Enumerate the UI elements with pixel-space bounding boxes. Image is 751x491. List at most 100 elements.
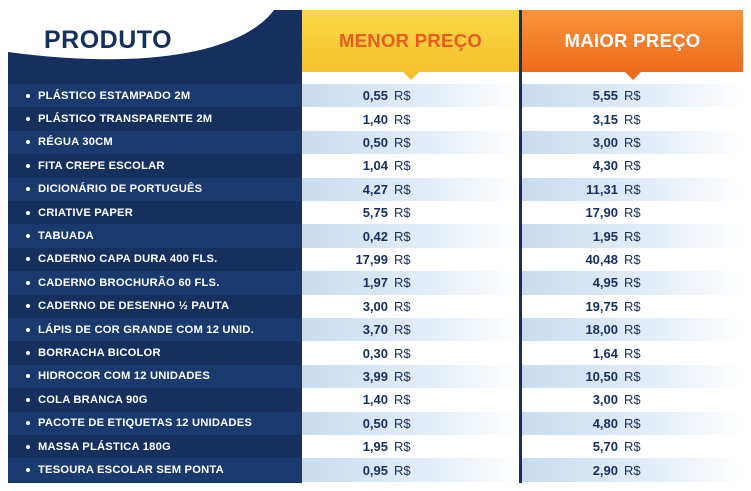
bullet-icon [26, 234, 30, 239]
menor-price-value: 3,00 [362, 298, 388, 314]
currency-label: R$ [624, 275, 641, 291]
product-row: PACOTE DE ETIQUETAS 12 UNIDADES [8, 411, 302, 435]
maior-price-value: 17,90 [585, 205, 618, 221]
currency-label: R$ [394, 111, 411, 127]
maior-price-value: 5,55 [592, 88, 618, 104]
bullet-icon [26, 327, 30, 332]
menor-price-value: 0,50 [362, 134, 388, 150]
currency-label: R$ [624, 88, 641, 104]
maior-price-value: 1,95 [592, 228, 618, 244]
menor-price-value: 0,30 [362, 345, 388, 361]
menor-price-row: 0,30 R$ [302, 341, 519, 364]
maior-price-row: 1,64 R$ [522, 341, 743, 364]
maior-price-row: 2,90 R$ [522, 458, 743, 482]
maior-price-value: 3,00 [592, 392, 618, 408]
maior-preco-header: MAIOR PREÇO [522, 10, 743, 72]
currency-label: R$ [624, 322, 641, 338]
product-row: TESOURA ESCOLAR SEM PONTA [8, 458, 302, 482]
menor-price-row: 1,95 R$ [302, 435, 519, 458]
product-row: CADERNO BROCHURÃO 60 FLS. [8, 271, 302, 295]
currency-label: R$ [394, 134, 411, 150]
currency-label: R$ [624, 181, 641, 197]
maior-price-value: 3,00 [592, 134, 618, 150]
product-row: CADERNO DE DESENHO ½ PAUTA [8, 295, 302, 318]
product-name: MASSA PLÁSTICA 180G [38, 440, 171, 453]
product-row: TABUADA [8, 224, 302, 248]
maior-price-row: 11,31 R$ [522, 177, 743, 201]
product-row: COLA BRANCA 90G [8, 388, 302, 411]
bullet-icon [26, 140, 30, 145]
maior-price-row: 40,48 R$ [522, 248, 743, 271]
bullet-icon [26, 374, 30, 379]
product-name: COLA BRANCA 90G [38, 393, 148, 406]
currency-label: R$ [394, 368, 411, 384]
product-name: PLÁSTICO TRANSPARENTE 2M [38, 113, 213, 126]
maior-price-row: 3,00 R$ [522, 388, 743, 411]
menor-price-value: 1,04 [362, 158, 388, 174]
product-name: TESOURA ESCOLAR SEM PONTA [38, 464, 224, 477]
currency-label: R$ [394, 158, 411, 174]
product-row: PLÁSTICO TRANSPARENTE 2M [8, 107, 302, 130]
product-name: CADERNO DE DESENHO ½ PAUTA [38, 300, 230, 313]
menor-price-value: 5,75 [362, 205, 388, 221]
product-name: CADERNO CAPA DURA 400 FLS. [38, 253, 218, 266]
currency-label: R$ [624, 462, 641, 478]
currency-label: R$ [394, 462, 411, 478]
menor-price-row: 3,99 R$ [302, 364, 519, 389]
product-name: BORRACHA BICOLOR [38, 347, 161, 360]
product-row: DICIONÁRIO DE PORTUGUÊS [8, 177, 302, 201]
product-name: HIDROCOR COM 12 UNIDADES [38, 370, 211, 383]
currency-label: R$ [624, 415, 641, 431]
maior-price-row: 5,55 R$ [522, 84, 743, 108]
bullet-icon [26, 280, 30, 285]
maior-price-row: 4,30 R$ [522, 154, 743, 177]
currency-label: R$ [394, 322, 411, 338]
maior-price-value: 4,95 [592, 275, 618, 291]
bullet-icon [26, 421, 30, 426]
menor-price-row: 1,40 R$ [302, 107, 519, 130]
bullet-icon [26, 210, 30, 215]
maior-price-row: 17,90 R$ [522, 201, 743, 224]
product-row: PLÁSTICO ESTAMPADO 2M [8, 84, 302, 108]
menor-price-value: 3,99 [362, 368, 388, 384]
currency-label: R$ [394, 251, 411, 267]
bullet-icon [26, 93, 30, 98]
menor-price-value: 0,42 [362, 228, 388, 244]
menor-price-value: 17,99 [355, 251, 388, 267]
maior-price-value: 40,48 [585, 251, 618, 267]
menor-price-row: 4,27 R$ [302, 177, 519, 201]
product-title: PRODUTO [44, 26, 173, 54]
menor-price-row: 5,75 R$ [302, 201, 519, 224]
maior-preco-column: MAIOR PREÇO 5,55 R$ 3,15 R$ 3,00 R$ 4,30 R$ 11,3… [522, 10, 743, 483]
maior-price-row: 4,95 R$ [522, 271, 743, 295]
product-row: MASSA PLÁSTICA 180G [8, 435, 302, 458]
maior-price-value: 2,90 [592, 462, 618, 478]
maior-price-row: 5,70 R$ [522, 435, 743, 458]
currency-label: R$ [394, 392, 411, 408]
product-name: CADERNO BROCHURÃO 60 FLS. [38, 276, 220, 289]
currency-label: R$ [394, 181, 411, 197]
currency-label: R$ [624, 228, 641, 244]
bullet-icon [26, 187, 30, 192]
maior-price-value: 11,31 [586, 181, 618, 197]
menor-price-row: 0,50 R$ [302, 411, 519, 435]
product-name: DICIONÁRIO DE PORTUGUÊS [38, 183, 203, 196]
menor-price-value: 1,40 [362, 111, 388, 127]
product-row: HIDROCOR COM 12 UNIDADES [8, 364, 302, 389]
product-row: FITA CREPE ESCOLAR [8, 154, 302, 177]
maior-price-value: 18,00 [585, 322, 618, 338]
menor-price-row: 3,70 R$ [302, 318, 519, 342]
product-name: CRIATIVE PAPER [38, 206, 134, 219]
product-row: BORRACHA BICOLOR [8, 341, 302, 364]
maior-price-value: 19,75 [585, 298, 618, 314]
product-name: FITA CREPE ESCOLAR [38, 159, 165, 172]
product-name: TABUADA [38, 230, 94, 243]
menor-price-value: 1,97 [362, 275, 388, 291]
menor-price-row: 17,99 R$ [302, 248, 519, 271]
bullet-icon [26, 163, 30, 168]
bullet-icon [26, 397, 30, 402]
menor-price-value: 3,70 [362, 322, 388, 338]
currency-label: R$ [394, 88, 411, 104]
currency-label: R$ [394, 415, 411, 431]
menor-price-row: 1,40 R$ [302, 388, 519, 411]
